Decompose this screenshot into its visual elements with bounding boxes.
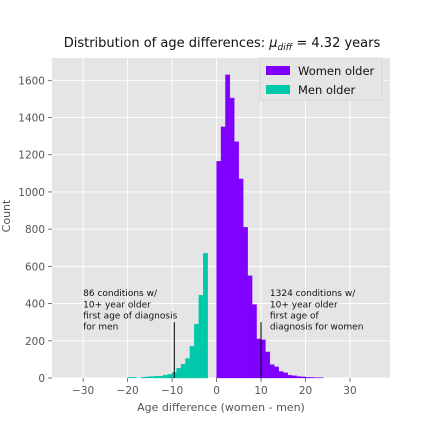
bar [127, 377, 133, 379]
bar [163, 375, 168, 379]
bar [189, 346, 195, 379]
y-tick-label: 1400 [18, 113, 45, 125]
bar [305, 377, 311, 379]
bar [180, 363, 186, 379]
annotation-text-line: 1324 conditions w/ [270, 289, 356, 299]
x-tick-label: 0 [213, 385, 220, 397]
bar [265, 351, 271, 379]
legend-swatch [266, 66, 290, 75]
bar [234, 141, 239, 379]
bar [154, 375, 159, 379]
annotation-text-line: 10+ year older [83, 300, 151, 310]
y-tick-label: 0 [38, 373, 45, 385]
bar [194, 323, 199, 379]
bar [149, 376, 155, 379]
legend-label: Women older [298, 64, 375, 78]
x-axis-ticks: −30 −20 −10 0 10 20 30 [72, 378, 357, 397]
bar [198, 295, 204, 379]
x-axis-label: Age difference (women - men) [137, 401, 305, 414]
bar [220, 126, 226, 379]
y-axis-ticks: 0 200 400 600 800 1000 1200 1400 1600 [18, 75, 52, 385]
x-tick-label: 10 [254, 385, 267, 397]
bar [278, 371, 284, 379]
chart-title-prefix: Distribution of age differences: [64, 36, 270, 51]
bar [229, 97, 235, 379]
bar [309, 377, 315, 379]
bar [300, 376, 306, 379]
y-tick-label: 1000 [18, 187, 45, 199]
bar [260, 339, 266, 379]
bar [203, 253, 208, 379]
bar [287, 375, 293, 379]
bar [247, 275, 253, 379]
bar [145, 376, 150, 379]
legend-swatch [266, 85, 290, 94]
x-tick-label: 30 [343, 385, 356, 397]
bar [238, 178, 244, 379]
bar [158, 375, 164, 379]
annotations: 86 conditions w/10+ year older first age … [83, 289, 363, 378]
x-tick-label: −10 [161, 385, 183, 397]
bar [274, 366, 279, 379]
bar [140, 377, 146, 379]
legend: Women older Men older [259, 57, 383, 101]
x-tick-label: 20 [299, 385, 312, 397]
y-tick-label: 1600 [18, 75, 45, 87]
x-tick-label: −20 [117, 385, 139, 397]
annotation-text-line: diagnosis for women [270, 323, 364, 333]
y-axis-label: Count [0, 199, 13, 232]
bar [216, 161, 222, 379]
chart-title-mu: μ [268, 36, 277, 51]
bar [167, 374, 173, 379]
y-tick-label: 800 [25, 224, 45, 236]
bar [185, 358, 191, 379]
bar [243, 227, 248, 379]
bar [296, 376, 302, 379]
annotation-text-line: first age of diagnosis [83, 312, 177, 322]
bar [251, 304, 257, 379]
bar [225, 74, 231, 379]
bar [131, 377, 137, 379]
bar [256, 338, 262, 379]
y-tick-label: 1200 [18, 150, 45, 162]
chart-title-suffix: = 4.32 years [292, 36, 380, 51]
y-tick-label: 600 [25, 261, 45, 273]
annotation-text-line: first age of [270, 312, 320, 322]
chart-title: Distribution of age differences: μdiff =… [64, 36, 381, 53]
y-tick-label: 400 [25, 299, 45, 311]
bar [269, 364, 275, 379]
annotation-text-line: 86 conditions w/ [83, 289, 158, 299]
y-tick-label: 200 [25, 336, 45, 348]
bar [283, 372, 288, 379]
annotation-text-line: for men [83, 323, 118, 333]
bar [176, 368, 182, 379]
annotation-text-line: 10+ year older [270, 300, 338, 310]
chart-title-mu-subscript: diff [278, 43, 294, 53]
legend-label: Men older [298, 83, 356, 97]
bar [292, 375, 297, 379]
x-tick-label: −30 [72, 385, 94, 397]
